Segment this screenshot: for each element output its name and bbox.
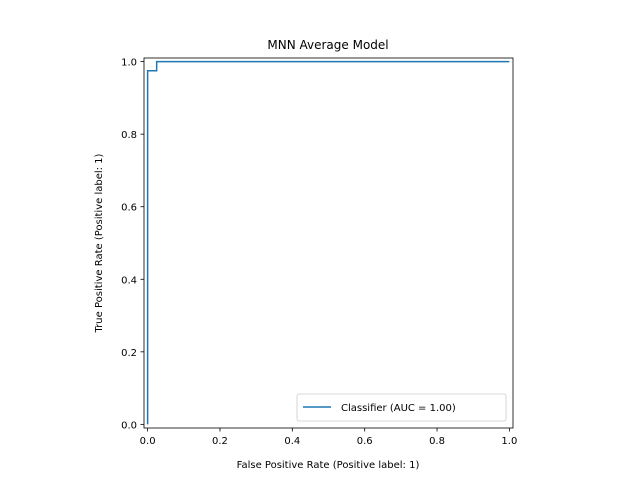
y-tick-label: 0.0	[121, 420, 137, 431]
x-tick-label: 0.0	[140, 436, 156, 447]
x-tick-label: 0.2	[212, 436, 228, 447]
y-tick-label: 0.2	[121, 348, 137, 359]
axes-frame	[143, 57, 514, 429]
x-axis-ticks: 0.0 0.2 0.4 0.6 0.8 1.0	[140, 428, 517, 447]
roc-curve-line	[146, 60, 510, 425]
x-tick-label: 1.0	[501, 436, 517, 447]
legend-entry-label: Classifier (AUC = 1.00)	[341, 403, 456, 414]
x-tick-label: 0.4	[284, 436, 300, 447]
y-tick-label: 0.8	[121, 130, 137, 141]
legend: Classifier (AUC = 1.00)	[296, 393, 507, 422]
series-layer	[146, 60, 510, 425]
x-tick-label: 0.8	[429, 436, 445, 447]
x-axis-label: False Positive Rate (Positive label: 1)	[237, 460, 420, 471]
y-axis-label: True Positive Rate (Positive label: 1)	[94, 153, 105, 333]
y-tick-label: 1.0	[121, 58, 137, 69]
x-tick-label: 0.6	[357, 436, 373, 447]
y-axis-ticks: 0.0 0.2 0.4 0.6 0.8 1.0	[121, 58, 144, 431]
legend-box	[296, 393, 507, 422]
plot-area: 0.0 0.2 0.4 0.6 0.8 1.0 0.0 0.2 0.4 0.6 0.8 1.0	[121, 57, 517, 447]
y-tick-label: 0.6	[121, 203, 137, 214]
y-tick-label: 0.4	[121, 275, 137, 286]
chart-title: MNN Average Model	[267, 38, 388, 52]
